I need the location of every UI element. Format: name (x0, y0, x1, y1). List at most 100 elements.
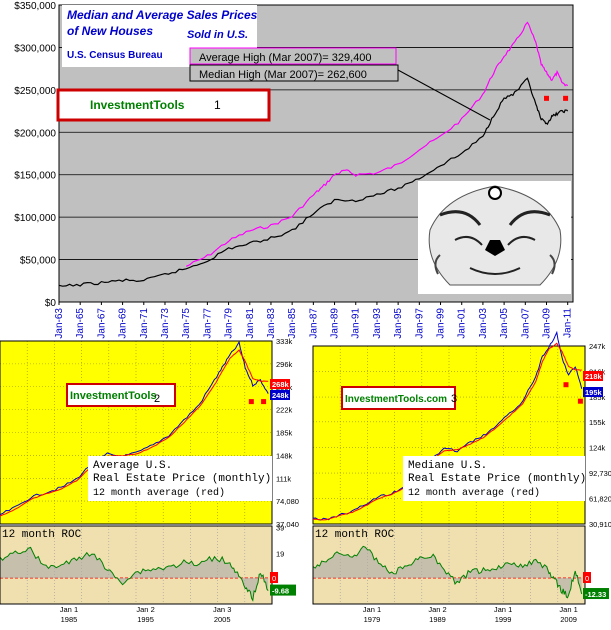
left-legend-box (88, 456, 272, 501)
median-high-annotation-box (189, 64, 399, 82)
avg-high-annotation-box (189, 47, 397, 65)
right-x-tick-year: 2009 (560, 615, 577, 624)
left-roc-group: 39 19 0 -9.68 (0, 523, 296, 605)
left-x-tick-year: 1985 (61, 615, 78, 624)
right-roc-y-tick-label: -12.33 (585, 590, 606, 599)
right-roc-label: 12 month ROC (315, 529, 395, 541)
top-low-marker (544, 95, 550, 101)
left-roc-zero-badge (270, 572, 278, 583)
panel-left: 333k296k259k222k185k148k111k74,08037,040… (0, 337, 299, 624)
right-legend-line-1: Mediane U.S. (408, 460, 487, 472)
top-y-tick-label: $150,000 (14, 171, 56, 182)
left-legend-line-2: Real Estate Price (monthly) (93, 473, 271, 485)
top-low-marker (563, 95, 569, 101)
right-last-value-label: 195k (585, 388, 603, 397)
top-x-tick-label: Jan-77 (202, 308, 213, 339)
top-x-tick-label: Jan-75 (181, 308, 192, 339)
right-legend-line-2: Real Estate Price (monthly) (408, 473, 586, 485)
avg-high-annotation: Average High (Mar 2007)= 329,400 (199, 52, 372, 64)
logo-mouth (469, 267, 521, 275)
top-x-tick-label: Jan-91 (351, 308, 362, 339)
top-x-tick-label: Jan-63 (54, 308, 65, 339)
median-high-annotation: Median High (Mar 2007)= 262,600 (199, 69, 367, 81)
top-series-median-line (58, 77, 569, 287)
left-last-value-label: 268k (272, 380, 290, 389)
right-brand-number: 3 (451, 393, 457, 405)
left-roc-border (0, 525, 273, 605)
left-y-tick-label: 74,080 (276, 497, 299, 506)
logo-brows (439, 210, 551, 226)
logo-face (428, 185, 562, 286)
right-y-tick-label: 185k (589, 393, 606, 402)
top-x-tick-label: Jan-95 (393, 308, 404, 339)
panel-right: 247k216k185k155k124k92,73061,82030,91021… (312, 330, 611, 624)
top-chart: $0 $50,000 $100,000 $150,000 $200,000 $250,00… (14, 1, 573, 339)
top-brand-number: 1 (214, 98, 221, 112)
top-source: U.S. Census Bureau (67, 50, 163, 61)
right-series-monthly-line (312, 330, 583, 521)
right-x-tick-label: Jan 1 (559, 605, 577, 614)
right-brand: InvestmentTools.com (345, 394, 447, 405)
top-x-tick-label: Jan-65 (75, 308, 86, 339)
left-brand-box (66, 383, 176, 407)
right-y-ticks: 247k216k185k155k124k92,73061,82030,91021… (583, 342, 611, 529)
left-brand-number: 2 (154, 393, 160, 405)
right-y-tick-label: 247k (589, 342, 606, 351)
right-x-tick-year: 1979 (364, 615, 381, 624)
right-series-avg12-line (312, 342, 582, 521)
left-x-tick-year: 1995 (137, 615, 154, 624)
right-roc-zero-badge (583, 572, 591, 583)
top-x-tick-label: Jan-83 (266, 308, 277, 339)
right-roc-group: 0 -12.33 (312, 525, 609, 605)
top-x-tick-label: Jan-01 (457, 308, 468, 339)
top-y-tick-label: $50,000 (20, 256, 57, 267)
right-y-tick-label: 92,730 (589, 469, 611, 478)
right-roc-border (312, 525, 586, 605)
right-x-tick-year: 1989 (429, 615, 446, 624)
left-plot-border (0, 340, 273, 525)
logo-cheeks (434, 254, 556, 275)
right-last-value-label: 218k (585, 372, 603, 381)
top-x-tick-label: Jan-99 (436, 308, 447, 339)
right-roc-y-tick-label: 0 (585, 574, 589, 583)
left-y-tick-label: 185k (276, 429, 293, 438)
top-y-tick-label: $0 (45, 298, 57, 309)
right-brand-box (341, 386, 456, 410)
top-x-tick-label: Jan-05 (499, 308, 510, 339)
top-plot-border (58, 4, 574, 303)
left-legend-line-1: Average U.S. (93, 460, 172, 472)
left-roc-y-tick-label: 39 (276, 523, 284, 532)
left-x-tick-label: Jan 3 (213, 605, 231, 614)
right-roc-area-fill (313, 546, 582, 598)
left-y-tick-label: 333k (276, 337, 293, 346)
top-y-tick-label: $350,000 (14, 1, 56, 12)
left-x-tick-label: Jan 1 (60, 605, 78, 614)
top-x-tick-label: Jan-85 (287, 308, 298, 339)
left-roc-y-tick-label: 0 (272, 574, 276, 583)
right-series-group (312, 330, 583, 521)
top-x-tick-label: Jan-89 (330, 308, 341, 339)
right-plot-border (312, 345, 586, 525)
top-title-suffix: Sold in U.S. (187, 29, 248, 41)
left-series-group (0, 340, 269, 517)
top-x-tick-label: Jan-79 (224, 308, 235, 339)
left-roc-label: 12 month ROC (2, 529, 82, 541)
right-x-tick-year: 1999 (495, 615, 512, 624)
annotation-leader-line (397, 69, 491, 121)
logo-nose (485, 240, 505, 256)
top-x-tick-label: Jan-97 (414, 308, 425, 339)
left-y-tick-label: 296k (276, 360, 293, 369)
top-x-tick-label: Jan-87 (308, 308, 319, 339)
left-roc-y-tick-label: 19 (276, 549, 284, 558)
left-low-marker (261, 399, 267, 405)
top-x-tick-label: Jan-03 (478, 308, 489, 339)
left-roc-last-badge (270, 584, 296, 596)
left-y-ticks: 333k296k259k222k185k148k111k74,08037,040… (270, 337, 299, 529)
top-y-tick-label: $300,000 (14, 43, 56, 54)
left-markers-group (248, 399, 267, 405)
right-legend-box (403, 456, 585, 501)
top-brand: InvestmentTools (90, 98, 185, 112)
top-y-ticks: $0 $50,000 $100,000 $150,000 $200,000 $250,00… (14, 1, 56, 309)
